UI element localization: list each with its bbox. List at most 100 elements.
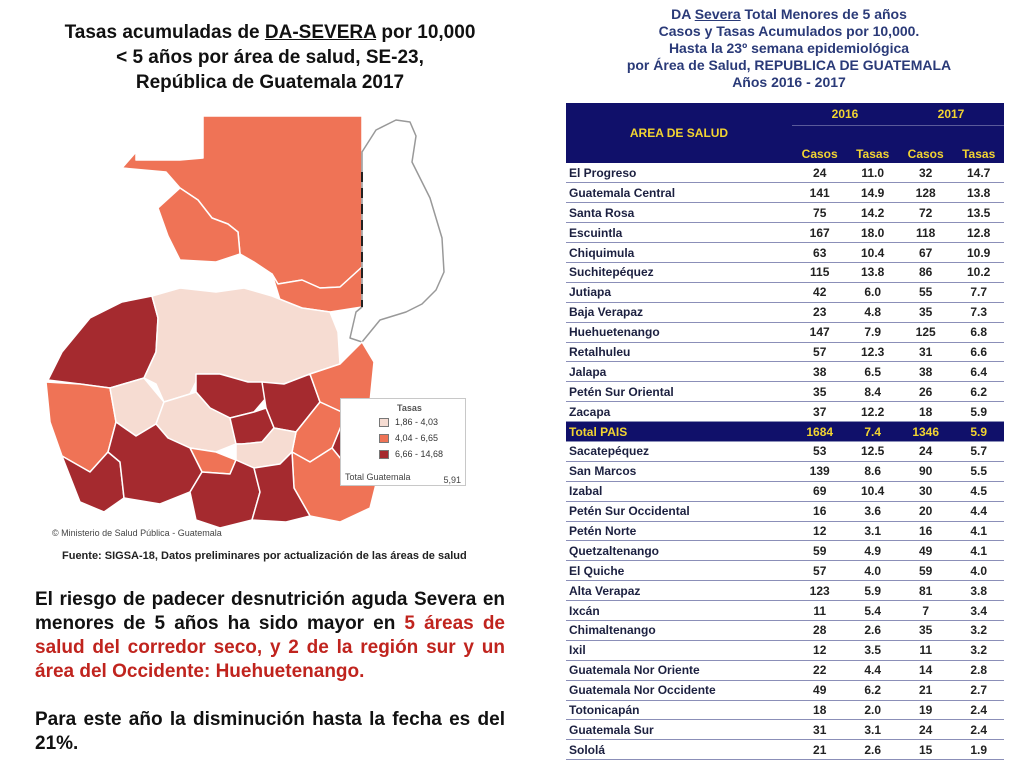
map-title-line3: República de Guatemala 2017 bbox=[135, 72, 405, 93]
legend-item: 4,04 - 6,65 bbox=[379, 433, 438, 443]
cell-tasas-2016: 11.0 bbox=[847, 163, 898, 184]
cell-area: Totonicapán bbox=[566, 700, 792, 721]
table-row: Alta Verapaz 123 5.9 81 3.8 bbox=[566, 580, 1004, 602]
cell-tasas-2016: 2.6 bbox=[847, 620, 898, 641]
cell-casos-2016: 37 bbox=[792, 401, 848, 423]
cell-area: El Progreso bbox=[566, 163, 792, 184]
header-casos-2017: Casos bbox=[897, 125, 954, 163]
cell-casos-2017: 26 bbox=[897, 381, 954, 403]
cell-casos-2016: 22 bbox=[792, 660, 848, 681]
legend-label: 6,66 - 14,68 bbox=[395, 449, 444, 459]
cell-tasas-2016: 4.4 bbox=[847, 660, 898, 681]
map-title-part: por 10,000 bbox=[376, 22, 476, 43]
map-title-part: Tasas acumuladas de bbox=[64, 22, 265, 43]
paragraph-decrease: Para este año la disminución hasta la fe… bbox=[35, 709, 505, 754]
table-row: Izabal 69 10.4 30 4.5 bbox=[566, 481, 1004, 502]
cell-casos-2017: 21 bbox=[897, 680, 954, 701]
cell-tasas-2017: 14.7 bbox=[953, 163, 1004, 184]
cell-casos-2016: 28 bbox=[792, 620, 848, 641]
cell-casos-2016: 123 bbox=[792, 580, 848, 602]
map-region-huehuetenango bbox=[47, 295, 159, 389]
map-title-line2: < 5 años por área de salud, SE-23, bbox=[116, 47, 424, 68]
cell-casos-2017: 24 bbox=[897, 719, 954, 741]
cell-tasas-2017: 4.1 bbox=[953, 540, 1004, 562]
table-row: Guatemala Nor Occidente 49 6.2 21 2.7 bbox=[566, 680, 1004, 701]
cell-tasas-2016: 10.4 bbox=[847, 481, 898, 502]
cell-casos-2016: 24 bbox=[792, 163, 848, 184]
table-row: Zacapa 37 12.2 18 5.9 bbox=[566, 401, 1004, 423]
cell-casos-2016: 69 bbox=[792, 481, 848, 502]
cell-casos-2017: 81 bbox=[897, 580, 954, 602]
cell-tasas-2016: 12.2 bbox=[847, 401, 898, 423]
cell-tasas-2016: 6.2 bbox=[847, 680, 898, 701]
cell-area: Escuintla bbox=[566, 222, 792, 244]
cell-casos-2017: 30 bbox=[897, 481, 954, 502]
cell-tasas-2017: 6.8 bbox=[953, 322, 1004, 343]
map-title: Tasas acumuladas de DA-SEVERA por 10,000… bbox=[30, 20, 510, 95]
cell-tasas-2017: 3.4 bbox=[953, 600, 1004, 621]
cell-tasas-2017: 7.7 bbox=[953, 282, 1004, 303]
table-title-line5: Años 2016 - 2017 bbox=[732, 74, 846, 90]
cell-area: Chiquimula bbox=[566, 242, 792, 263]
cell-tasas-2016: 4.9 bbox=[847, 540, 898, 562]
cell-tasas-2016: 12.3 bbox=[847, 342, 898, 363]
cell-tasas-2017: 5.9 bbox=[953, 421, 1004, 442]
cell-casos-2016: 21 bbox=[792, 739, 848, 761]
cell-casos-2017: 55 bbox=[897, 282, 954, 303]
table-row: Sacatepéquez 53 12.5 24 5.7 bbox=[566, 441, 1004, 462]
cell-area: El Quiche bbox=[566, 560, 792, 582]
table-title-line4: por Área de Salud, REPUBLICA DE GUATEMAL… bbox=[626, 57, 952, 73]
cell-casos-2016: 18 bbox=[792, 700, 848, 721]
cell-casos-2017: 125 bbox=[897, 322, 954, 343]
cell-casos-2016: 49 bbox=[792, 680, 848, 701]
cell-tasas-2017: 10.2 bbox=[953, 262, 1004, 283]
cell-tasas-2016: 4.0 bbox=[847, 560, 898, 582]
table-row: Jutiapa 42 6.0 55 7.7 bbox=[566, 282, 1004, 303]
cell-tasas-2017: 12.8 bbox=[953, 222, 1004, 244]
cell-casos-2017: 19 bbox=[897, 700, 954, 721]
cell-tasas-2016: 18.0 bbox=[847, 222, 898, 244]
cell-tasas-2016: 5.4 bbox=[847, 600, 898, 621]
cell-casos-2017: 38 bbox=[897, 361, 954, 383]
source-note: Fuente: SIGSA-18, Datos preliminares por… bbox=[62, 550, 467, 562]
cell-casos-2017: 90 bbox=[897, 461, 954, 482]
cell-casos-2016: 1684 bbox=[792, 421, 848, 442]
cell-casos-2017: 15 bbox=[897, 739, 954, 761]
paragraph-risk-highlight: 5 áreas de salud del corredor seco, y 2 … bbox=[35, 613, 505, 682]
legend-total-value: 5,91 bbox=[443, 475, 461, 485]
cell-tasas-2016: 13.8 bbox=[847, 262, 898, 283]
cell-tasas-2016: 10.4 bbox=[847, 242, 898, 263]
cell-area: Retalhuleu bbox=[566, 342, 792, 363]
table-row: Chiquimula 63 10.4 67 10.9 bbox=[566, 242, 1004, 263]
cell-casos-2016: 31 bbox=[792, 719, 848, 741]
cell-casos-2017: 35 bbox=[897, 620, 954, 641]
cell-casos-2017: 118 bbox=[897, 222, 954, 244]
cell-tasas-2016: 14.9 bbox=[847, 182, 898, 204]
legend-label: 1,86 - 4,03 bbox=[395, 417, 439, 427]
cell-tasas-2016: 8.6 bbox=[847, 461, 898, 482]
table-row: El Progreso 24 11.0 32 14.7 bbox=[566, 163, 1004, 184]
cell-tasas-2017: 13.5 bbox=[953, 202, 1004, 224]
cell-tasas-2016: 7.4 bbox=[847, 421, 898, 442]
legend-total-label: Total Guatemala bbox=[345, 472, 411, 482]
table-title-part: DA bbox=[671, 6, 695, 22]
table-row: El Quiche 57 4.0 59 4.0 bbox=[566, 560, 1004, 582]
table-row: Suchitepéquez 115 13.8 86 10.2 bbox=[566, 262, 1004, 283]
table-row: Ixcán 11 5.4 7 3.4 bbox=[566, 600, 1004, 621]
table-row: Petén Norte 12 3.1 16 4.1 bbox=[566, 521, 1004, 542]
cell-casos-2016: 38 bbox=[792, 361, 848, 383]
cell-area: Sacatepéquez bbox=[566, 441, 792, 462]
cell-area: Suchitepéquez bbox=[566, 262, 792, 283]
cell-tasas-2016: 4.8 bbox=[847, 302, 898, 323]
cell-tasas-2017: 4.0 bbox=[953, 560, 1004, 582]
cell-casos-2016: 35 bbox=[792, 381, 848, 403]
table-row-total: Total PAIS 1684 7.4 1346 5.9 bbox=[566, 421, 1004, 442]
table-title-line2: Casos y Tasas Acumulados por 10,000. bbox=[658, 23, 920, 39]
cell-tasas-2016: 6.0 bbox=[847, 282, 898, 303]
table-row: Sololá 21 2.6 15 1.9 bbox=[566, 739, 1004, 761]
cell-tasas-2017: 4.5 bbox=[953, 481, 1004, 502]
cell-casos-2017: 7 bbox=[897, 600, 954, 621]
header-casos-2016: Casos bbox=[792, 125, 848, 163]
table-row: Petén Sur Oriental 35 8.4 26 6.2 bbox=[566, 381, 1004, 403]
table-row: Quetzaltenango 59 4.9 49 4.1 bbox=[566, 540, 1004, 562]
